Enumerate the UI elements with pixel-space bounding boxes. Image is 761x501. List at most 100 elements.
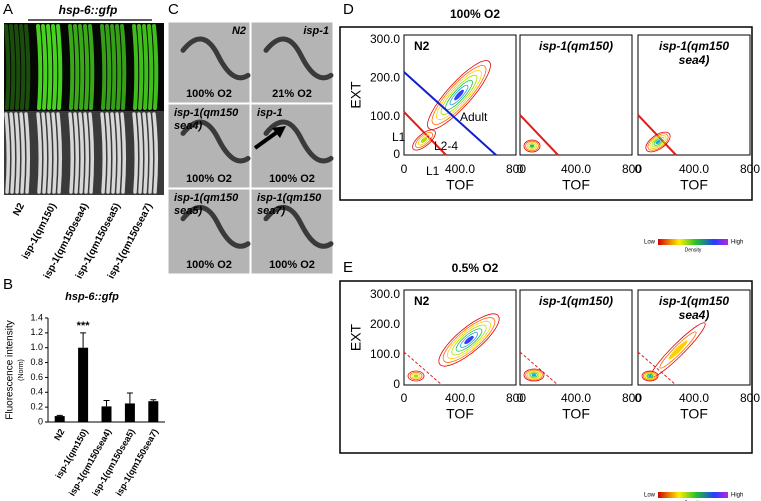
x-tick-label: 800 xyxy=(740,391,760,405)
bright-worm xyxy=(56,112,63,194)
condition-label: 100% O2 xyxy=(186,88,232,100)
bright-worm xyxy=(78,112,85,194)
density-contour xyxy=(420,137,428,143)
arrow-head xyxy=(272,126,286,138)
y-tick-label: 300.0 xyxy=(370,287,400,301)
density-contour xyxy=(645,131,671,153)
worm xyxy=(180,36,251,81)
plot-label: N2 xyxy=(414,294,430,308)
y-tick-label: 1.2 xyxy=(30,327,43,337)
strain-label: isp-1(qm150 xyxy=(174,107,239,119)
worm-image xyxy=(250,21,334,104)
bright-worm xyxy=(4,112,11,194)
y-tick-label: 1.0 xyxy=(30,342,43,352)
gate-label: L2-4 xyxy=(434,139,458,153)
density-contour xyxy=(442,317,496,363)
bright-worm xyxy=(132,112,139,194)
gfp-worm xyxy=(14,24,21,110)
gfp-worm xyxy=(46,24,53,110)
x-tick-label: isp-1(qm150sea4) xyxy=(67,427,113,497)
x-tick-label: N2 xyxy=(52,427,66,442)
x-tick-label: 400.0 xyxy=(561,391,591,405)
worm xyxy=(263,36,334,81)
y-axis-unit: (Norm) xyxy=(18,359,25,381)
gfp-worm xyxy=(137,24,144,110)
gfp-worm xyxy=(4,24,11,110)
density-contour xyxy=(525,369,543,381)
error-bar xyxy=(80,332,87,348)
panel-letter: A xyxy=(3,1,13,18)
colorbar-high: High xyxy=(731,493,743,499)
gfp-worm xyxy=(56,24,63,110)
x-axis-label: TOF xyxy=(680,406,708,422)
condition-label: 21% O2 xyxy=(272,88,312,100)
gfp-worm xyxy=(83,24,90,110)
plot-frame xyxy=(519,289,633,386)
panel-letter: E xyxy=(343,259,353,276)
density-contour xyxy=(642,371,658,381)
x-tick-label: 0 xyxy=(401,391,408,405)
density-contour xyxy=(431,65,487,125)
density-contour xyxy=(438,313,500,367)
density-contour xyxy=(523,368,545,382)
gfp-worm xyxy=(68,24,75,110)
density-contour xyxy=(531,373,537,377)
density-contour xyxy=(653,138,663,146)
density-contour xyxy=(459,332,479,348)
density-contour xyxy=(526,370,542,380)
panel-letter: B xyxy=(3,276,13,293)
density-contour xyxy=(417,134,431,146)
strain-label: sea4) xyxy=(174,120,202,132)
bright-worm xyxy=(137,112,144,194)
y-tick-label: 0 xyxy=(393,377,400,391)
density-contour xyxy=(464,335,474,345)
gate-line xyxy=(637,114,677,156)
gfp-worm xyxy=(36,24,43,110)
error-bar xyxy=(56,414,63,417)
bar xyxy=(78,347,89,422)
density-contour xyxy=(645,373,655,379)
gfp-worm xyxy=(51,24,58,110)
gfp-worm xyxy=(41,24,48,110)
y-tick-label: 100.0 xyxy=(370,347,400,361)
bright-worm xyxy=(68,112,75,194)
x-tick-label: 0 xyxy=(517,162,524,176)
density-contour xyxy=(454,89,464,101)
density-contour xyxy=(528,371,540,379)
density-contour xyxy=(647,133,669,151)
bright-worm xyxy=(120,112,127,194)
density-contour xyxy=(530,144,535,148)
density-contour xyxy=(644,372,656,380)
bar xyxy=(148,401,159,422)
strain-label: isp-1(qm150) xyxy=(20,201,59,261)
worm xyxy=(263,119,334,164)
gfp-worm xyxy=(115,24,122,110)
x-tick-label: 800 xyxy=(506,391,526,405)
y-tick-label: 100.0 xyxy=(370,109,400,123)
x-tick-label: 0 xyxy=(517,391,524,405)
density-contour xyxy=(526,141,538,150)
density-contour xyxy=(447,320,491,360)
plot-label: sea4) xyxy=(679,308,710,322)
density-contour xyxy=(668,340,688,360)
worm-image xyxy=(167,188,251,275)
y-axis-label: EXT xyxy=(348,81,364,109)
plot-label: isp-1(qm150 xyxy=(659,39,729,53)
gfp-worm xyxy=(78,24,85,110)
x-tick-label: isp-1(qm150sea5) xyxy=(90,427,136,497)
density-contour xyxy=(427,60,491,130)
y-axis-label: Fluorescence intensity xyxy=(5,320,16,420)
x-tick-label: 800 xyxy=(740,162,760,176)
gfp-worm xyxy=(19,24,26,110)
colorbar xyxy=(658,239,728,245)
density-contour xyxy=(455,328,483,352)
plot-label: isp-1(qm150) xyxy=(539,39,613,53)
strain-label: isp-1 xyxy=(257,107,283,119)
bright-worm xyxy=(100,112,107,194)
error-bar xyxy=(150,399,157,402)
arrow xyxy=(253,128,282,150)
plot-label: isp-1(qm150 xyxy=(659,294,729,308)
gfp-worm xyxy=(105,24,112,110)
bright-worm xyxy=(147,112,154,194)
condition-label: 100% O2 xyxy=(269,259,315,271)
